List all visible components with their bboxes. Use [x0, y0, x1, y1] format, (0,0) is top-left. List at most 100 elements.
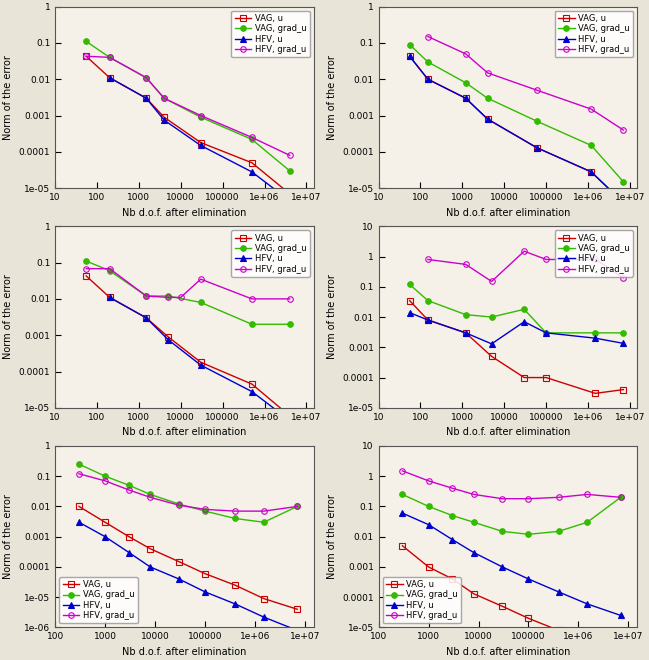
VAG, u	[125, 533, 133, 541]
VAG, u	[406, 296, 413, 304]
VAG, grad_u	[146, 490, 154, 498]
HFV, u	[591, 334, 599, 342]
Line: HFV, grad_u: HFV, grad_u	[76, 471, 300, 514]
VAG, grad_u	[462, 79, 470, 86]
HFV, grad_u	[248, 133, 256, 141]
VAG, grad_u	[160, 94, 168, 102]
VAG, grad_u	[286, 320, 293, 328]
HFV, u	[470, 548, 478, 556]
HFV, u	[146, 563, 154, 571]
HFV, grad_u	[520, 248, 528, 255]
VAG, u	[406, 52, 413, 60]
Line: VAG, u: VAG, u	[407, 298, 626, 396]
Line: VAG, grad_u: VAG, grad_u	[76, 461, 300, 525]
VAG, u	[533, 144, 541, 152]
VAG, grad_u	[197, 298, 204, 306]
VAG, grad_u	[448, 512, 456, 519]
VAG, grad_u	[101, 472, 109, 480]
HFV, grad_u	[484, 69, 491, 77]
HFV, grad_u	[424, 477, 432, 485]
HFV, u	[448, 536, 456, 544]
VAG, u	[524, 614, 532, 622]
VAG, grad_u	[106, 53, 114, 61]
Legend: VAG, u, VAG, grad_u, HFV, u, HFV, grad_u: VAG, u, VAG, grad_u, HFV, u, HFV, grad_u	[59, 577, 138, 623]
VAG, u	[260, 595, 267, 603]
Line: VAG, grad_u: VAG, grad_u	[83, 258, 293, 327]
Y-axis label: Norm of the error: Norm of the error	[326, 494, 337, 579]
HFV, grad_u	[462, 261, 470, 269]
HFV, grad_u	[175, 501, 183, 509]
VAG, u	[555, 626, 563, 634]
HFV, u	[160, 116, 168, 124]
VAG, u	[619, 385, 627, 393]
VAG, grad_u	[164, 292, 172, 300]
VAG, u	[142, 314, 150, 322]
Line: VAG, u: VAG, u	[83, 273, 293, 418]
VAG, grad_u	[462, 311, 470, 319]
HFV, u	[197, 361, 204, 369]
VAG, grad_u	[82, 257, 90, 265]
HFV, u	[583, 600, 591, 608]
VAG, grad_u	[520, 306, 528, 314]
VAG, grad_u	[82, 38, 90, 46]
VAG, u	[142, 94, 150, 102]
HFV, grad_u	[488, 277, 496, 285]
HFV, grad_u	[125, 486, 133, 494]
X-axis label: Nb d.o.f. after elimination: Nb d.o.f. after elimination	[446, 207, 570, 218]
VAG, u	[197, 358, 204, 366]
VAG, grad_u	[201, 507, 209, 515]
Legend: VAG, u, VAG, grad_u, HFV, u, HFV, grad_u: VAG, u, VAG, grad_u, HFV, u, HFV, grad_u	[231, 230, 310, 277]
Y-axis label: Norm of the error: Norm of the error	[326, 55, 337, 140]
HFV, grad_u	[248, 295, 256, 303]
VAG, grad_u	[424, 58, 432, 66]
HFV, grad_u	[448, 484, 456, 492]
VAG, u	[286, 412, 293, 420]
X-axis label: Nb d.o.f. after elimination: Nb d.o.f. after elimination	[446, 647, 570, 657]
Line: HFV, grad_u: HFV, grad_u	[83, 53, 293, 158]
VAG, u	[160, 114, 168, 121]
HFV, u	[293, 626, 301, 634]
VAG, u	[617, 651, 624, 659]
Line: HFV, grad_u: HFV, grad_u	[83, 266, 293, 302]
VAG, u	[424, 75, 432, 83]
Legend: VAG, u, VAG, grad_u, HFV, u, HFV, grad_u: VAG, u, VAG, grad_u, HFV, u, HFV, grad_u	[231, 11, 310, 57]
HFV, u	[542, 329, 550, 337]
VAG, u	[175, 558, 183, 566]
VAG, grad_u	[398, 490, 406, 498]
Line: VAG, u: VAG, u	[76, 504, 300, 612]
VAG, u	[448, 575, 456, 583]
HFV, grad_u	[398, 467, 406, 475]
HFV, grad_u	[424, 255, 432, 263]
Line: VAG, grad_u: VAG, grad_u	[83, 39, 293, 174]
VAG, grad_u	[533, 117, 541, 125]
HFV, grad_u	[106, 265, 114, 273]
HFV, u	[619, 199, 627, 207]
HFV, u	[524, 575, 532, 583]
VAG, u	[398, 542, 406, 550]
HFV, u	[164, 336, 172, 344]
VAG, u	[146, 544, 154, 552]
Line: HFV, grad_u: HFV, grad_u	[425, 248, 626, 284]
HFV, u	[248, 387, 256, 395]
Line: VAG, grad_u: VAG, grad_u	[400, 492, 624, 537]
HFV, grad_u	[101, 477, 109, 485]
Line: HFV, u: HFV, u	[107, 294, 293, 423]
VAG, grad_u	[231, 515, 239, 523]
HFV, grad_u	[542, 255, 550, 263]
VAG, u	[286, 190, 293, 198]
HFV, grad_u	[106, 53, 114, 61]
VAG, u	[231, 581, 239, 589]
HFV, u	[142, 314, 150, 322]
HFV, grad_u	[164, 294, 172, 302]
VAG, grad_u	[142, 292, 150, 300]
VAG, grad_u	[591, 329, 599, 337]
VAG, u	[484, 115, 491, 123]
HFV, u	[462, 329, 470, 337]
VAG, grad_u	[142, 74, 150, 82]
VAG, u	[201, 570, 209, 578]
HFV, grad_u	[146, 494, 154, 502]
VAG, grad_u	[484, 94, 491, 102]
Y-axis label: Norm of the error: Norm of the error	[3, 494, 13, 579]
Line: VAG, u: VAG, u	[83, 53, 293, 197]
Line: HFV, grad_u: HFV, grad_u	[425, 34, 626, 133]
